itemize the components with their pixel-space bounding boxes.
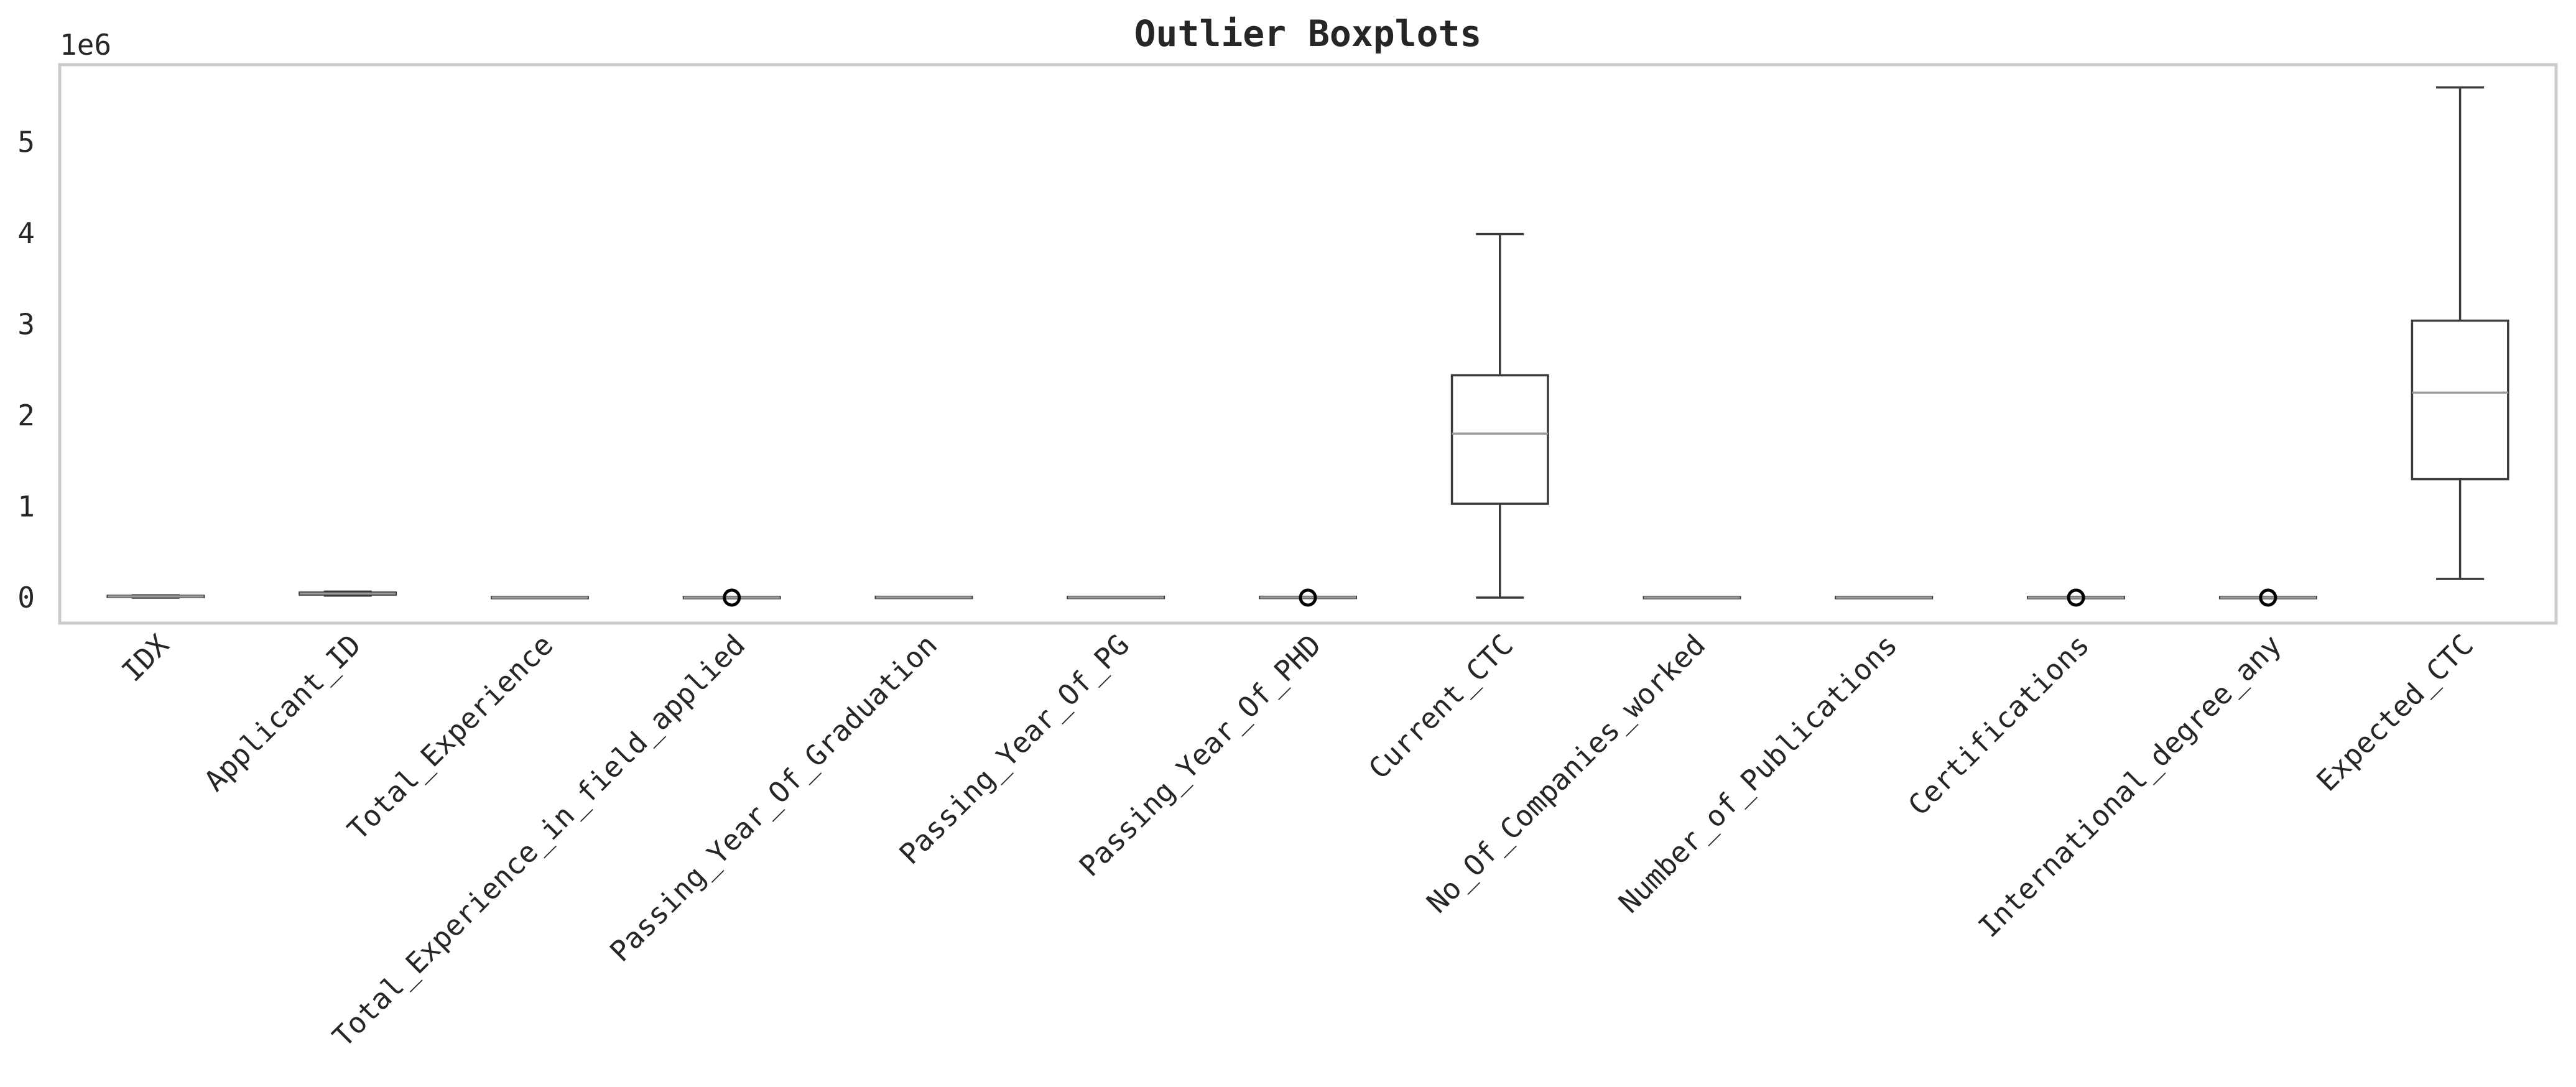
y-tick-label: 0 <box>17 581 35 614</box>
plot-frame <box>58 63 2558 625</box>
x-tick-label: Expected_CTC <box>2310 628 2480 798</box>
x-tick-label: International_degree_any <box>1971 628 2287 944</box>
box-no-of-companies-worked <box>1642 596 1741 599</box>
x-tick-label: Current_CTC <box>1362 628 1520 786</box>
box-applicant-id <box>299 590 397 597</box>
x-tick-label: Total_Experience <box>341 628 560 847</box>
y-axis-offset-label: 1e6 <box>60 28 111 62</box>
box-current-ctc <box>1450 233 1549 599</box>
y-tick-label: 1 <box>17 489 35 523</box>
x-tick-label: IDX <box>115 627 175 688</box>
x-tick-label: Certifications <box>1902 628 2096 822</box>
outlier-point <box>2067 588 2085 607</box>
box-idx <box>106 594 205 599</box>
x-tick-label: Passing_Year_Of_Graduation <box>603 628 943 968</box>
outlier-point <box>723 588 741 607</box>
box-passing-year-of-graduation <box>874 595 973 599</box>
box-certifications <box>2027 588 2126 607</box>
outlier-point <box>1299 588 1317 607</box>
box-total-experience-in-field-applied <box>682 588 781 607</box>
y-axis-ticks: 0 1 2 3 4 5 <box>17 126 35 614</box>
boxes-layer <box>106 86 2509 607</box>
box-iqr <box>2411 319 2509 481</box>
outlier-point <box>2259 588 2277 607</box>
chart-title: Outlier Boxplots <box>1134 12 1482 55</box>
y-tick-label: 2 <box>17 399 35 432</box>
box-passing-year-of-phd <box>1259 588 1357 607</box>
y-tick-label: 4 <box>17 216 35 250</box>
box-number-of-publications <box>1835 596 1934 599</box>
box-expected-ctc <box>2411 86 2509 580</box>
box-total-experience <box>490 596 589 599</box>
box-passing-year-of-pg <box>1067 595 1165 599</box>
y-tick-label: 5 <box>17 126 35 159</box>
box-iqr <box>1450 374 1549 505</box>
x-axis-ticks: IDX Applicant_IDTotal_ExperienceTotal_Exp… <box>115 627 2480 1053</box>
x-tick-label: Applicant_ID <box>198 628 368 798</box>
x-tick-label: Total_Experience_in_field_applied <box>326 628 751 1053</box>
box-international-degree-any <box>2218 588 2317 607</box>
y-tick-label: 3 <box>17 308 35 341</box>
